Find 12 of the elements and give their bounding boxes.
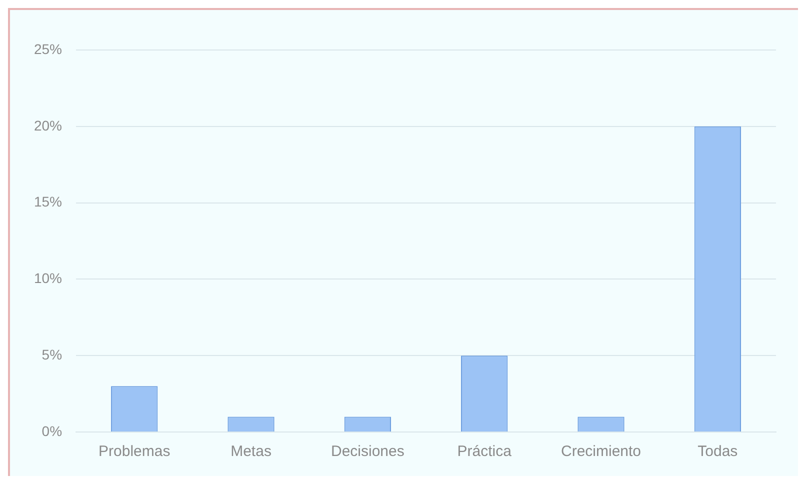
x-tick-label: Decisiones <box>330 443 404 460</box>
y-tick-label: 10% <box>34 270 62 286</box>
x-tick-label: Problemas <box>98 443 170 460</box>
y-tick-label: 25% <box>34 40 62 57</box>
x-tick-label: Crecimiento <box>560 443 642 460</box>
x-tick-label: Metas <box>230 443 272 460</box>
y-tick-label: 5% <box>42 346 62 362</box>
y-tick-label: 20% <box>34 117 62 134</box>
x-tick-label: Práctica <box>457 443 512 460</box>
y-tick-label: 0% <box>42 422 62 439</box>
y-tick-label: 15% <box>34 194 62 210</box>
x-tick-label: Todas <box>698 443 738 460</box>
